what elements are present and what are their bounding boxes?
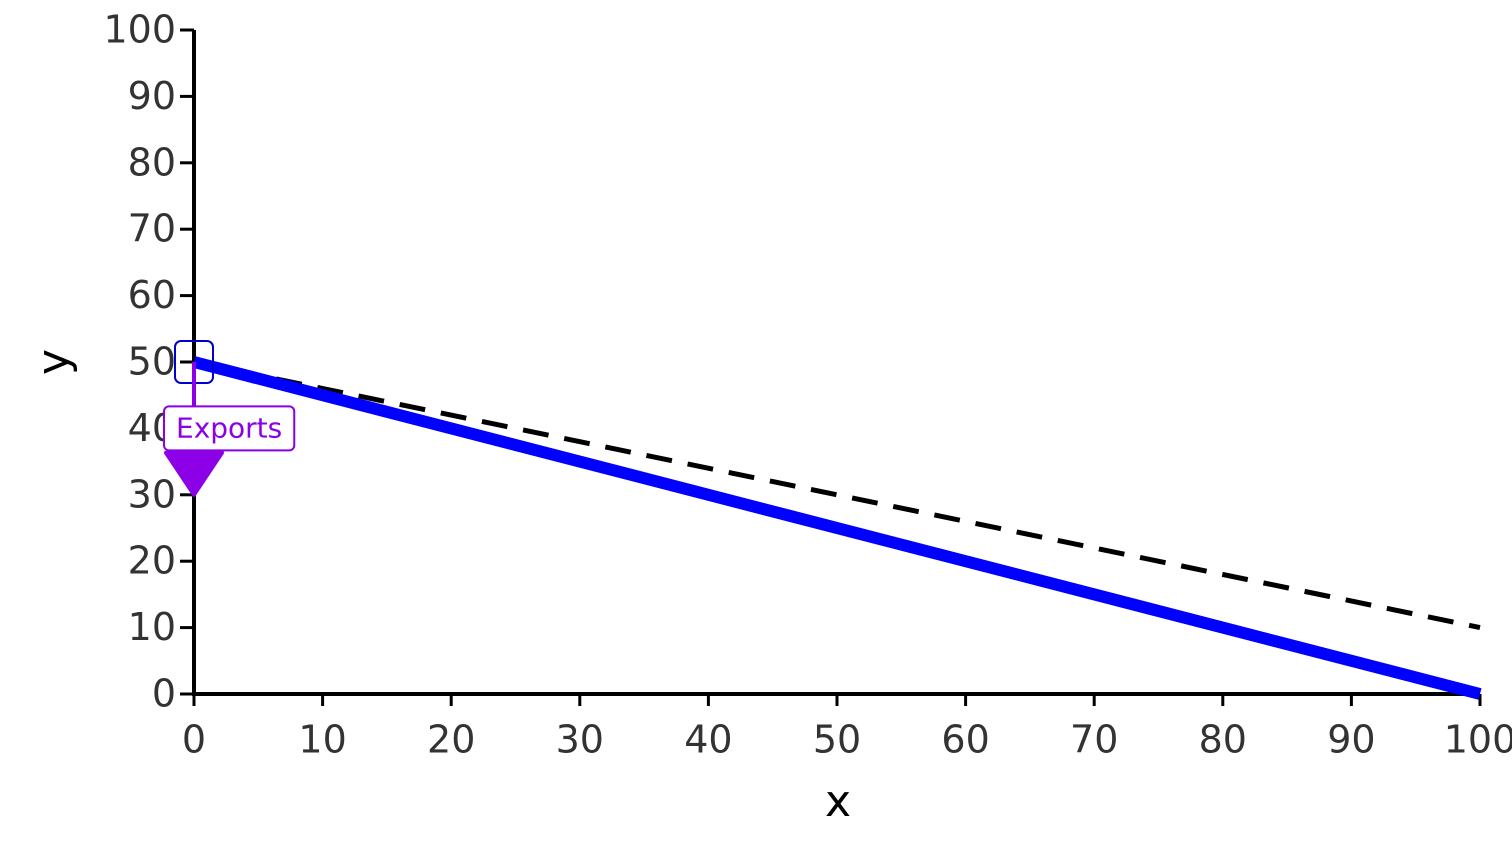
annotation: Exports <box>163 362 296 497</box>
x-tick-label: 100 <box>1444 718 1512 762</box>
x-tick-label: 80 <box>1199 718 1247 762</box>
x-tick-label: 70 <box>1070 718 1118 762</box>
y-tick-label: 50 <box>128 340 176 384</box>
y-tick-label: 10 <box>128 605 176 649</box>
y-tick-label: 30 <box>128 472 176 516</box>
y-tick-label: 0 <box>152 672 176 716</box>
annotation-label: Exports <box>176 411 282 444</box>
x-tick-label: 20 <box>427 718 475 762</box>
x-tick-label: 90 <box>1327 718 1375 762</box>
x-axis-title: x <box>825 776 851 827</box>
x-tick-label: 40 <box>684 718 732 762</box>
y-tick-label: 100 <box>103 8 176 52</box>
data-line <box>193 359 1481 631</box>
y-tick-label: 20 <box>128 539 176 583</box>
y-tick-label: 80 <box>128 140 176 184</box>
data-line <box>192 356 1482 700</box>
annotation-box <box>163 405 296 452</box>
y-tick-label: 90 <box>128 74 176 118</box>
x-tick-label: 10 <box>298 718 346 762</box>
y-tick-label: 60 <box>128 273 176 317</box>
y-tick-label: 70 <box>128 207 176 251</box>
x-tick-label: 30 <box>556 718 604 762</box>
x-tick-label: 0 <box>182 718 206 762</box>
y-axis-title: y <box>28 349 79 375</box>
x-tick-label: 50 <box>813 718 861 762</box>
x-tick-label: 60 <box>941 718 989 762</box>
